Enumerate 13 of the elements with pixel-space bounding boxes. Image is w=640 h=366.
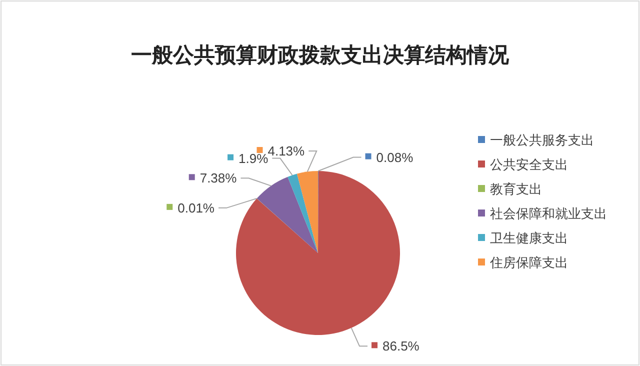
- legend-label: 教育支出: [490, 182, 542, 196]
- legend-label: 社会保障和就业支出: [490, 206, 607, 221]
- data-label: 0.01%: [178, 200, 215, 216]
- legend-label: 住房保障支出: [489, 255, 568, 270]
- data-label: 1.9%: [238, 150, 269, 166]
- legend-label: 公共安全支出: [490, 157, 568, 172]
- data-label: 4.13%: [268, 144, 306, 159]
- chart-title: 一般公共预算财政拨款支出决算结构情况: [131, 42, 510, 67]
- legend-label: 一般公共服务支出: [490, 132, 594, 148]
- data-label: 7.38%: [200, 170, 238, 186]
- legend-label: 卫生健康支出: [490, 230, 568, 246]
- data-label: 86.5%: [382, 338, 420, 354]
- data-label: 0.08%: [376, 150, 414, 165]
